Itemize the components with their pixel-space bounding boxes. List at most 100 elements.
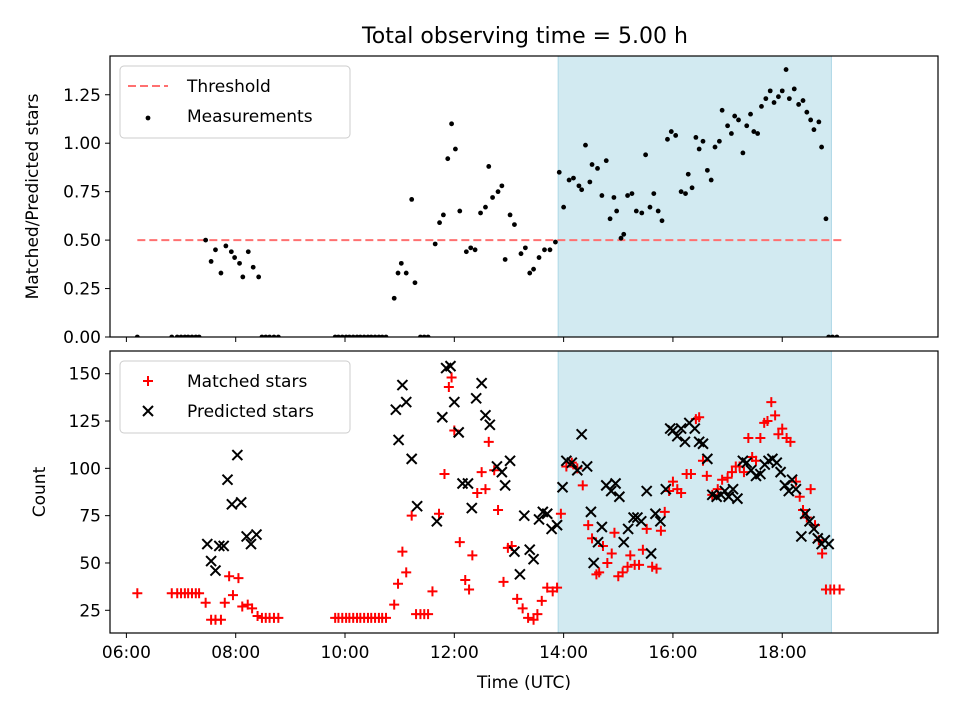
matched-star-point bbox=[685, 469, 696, 480]
predicted-star-point bbox=[462, 477, 474, 490]
measurement-point bbox=[579, 187, 585, 193]
matched-star-point bbox=[397, 546, 408, 557]
measurement-point bbox=[398, 260, 404, 266]
predicted-star-point bbox=[213, 540, 226, 552]
predicted-star-point bbox=[635, 515, 647, 528]
measurement-point bbox=[589, 162, 595, 167]
matched-star-point bbox=[722, 472, 733, 483]
measurement-point bbox=[518, 251, 524, 257]
predicted-star-point bbox=[822, 538, 835, 550]
matched-star-point bbox=[777, 423, 788, 434]
measurement-point bbox=[437, 220, 442, 226]
matched-star-point bbox=[743, 433, 754, 444]
matched-star-point bbox=[817, 548, 828, 559]
measurement-point bbox=[673, 133, 679, 138]
predicted-star-point bbox=[771, 456, 783, 469]
predicted-star-point bbox=[221, 473, 234, 486]
predicted-star-point bbox=[679, 436, 691, 448]
predicted-star-point bbox=[240, 530, 253, 543]
matched-star-point bbox=[773, 429, 784, 440]
measurement-point bbox=[804, 109, 810, 115]
measurement-point bbox=[571, 175, 576, 181]
predicted-star-point bbox=[779, 479, 791, 492]
measurement-point bbox=[740, 150, 746, 156]
measurement-point bbox=[725, 123, 730, 129]
measurement-point bbox=[668, 129, 674, 134]
matched-star-point bbox=[389, 599, 400, 610]
matched-star-point bbox=[755, 433, 766, 444]
measurement-point bbox=[611, 195, 617, 200]
measurement-point bbox=[561, 204, 567, 210]
predicted-star-point bbox=[479, 409, 492, 422]
y-tick-label: 125 bbox=[69, 412, 101, 432]
predicted-star-point bbox=[518, 509, 530, 522]
y-tick-label: 1.00 bbox=[63, 134, 101, 154]
matched-star-point bbox=[446, 372, 457, 383]
matched-star-point bbox=[647, 561, 658, 572]
predicted-star-point bbox=[649, 508, 662, 520]
y-axis-label: Matched/Predicted stars bbox=[23, 93, 43, 299]
measurement-point bbox=[603, 158, 609, 164]
measurement-point bbox=[607, 216, 613, 222]
predicted-star-point bbox=[654, 515, 667, 528]
predicted-star-point bbox=[783, 485, 795, 497]
measurement-point bbox=[478, 210, 483, 216]
matched-star-point bbox=[472, 487, 483, 498]
measurement-point bbox=[696, 146, 702, 152]
measurement-point bbox=[685, 171, 691, 177]
predicted-star-point bbox=[499, 479, 511, 492]
matched-star-point bbox=[751, 455, 762, 466]
predicted-star-point bbox=[390, 403, 402, 416]
predicted-star-point bbox=[741, 456, 753, 469]
measurement-point bbox=[651, 191, 657, 196]
measurement-point bbox=[403, 270, 409, 276]
measurement-point bbox=[553, 239, 558, 245]
predicted-star-point bbox=[697, 438, 709, 450]
predicted-star-point bbox=[541, 508, 553, 520]
measurement-point bbox=[791, 86, 797, 92]
matched-star-point bbox=[381, 612, 391, 623]
y-tick-label: 25 bbox=[79, 601, 101, 621]
y-tick-label: 150 bbox=[69, 365, 101, 385]
measurement-point bbox=[445, 156, 451, 162]
predicted-star-point bbox=[605, 485, 617, 497]
legend-entry-label: Threshold bbox=[186, 77, 271, 97]
measurement-point bbox=[811, 127, 817, 133]
predicted-star-point bbox=[790, 483, 802, 495]
predicted-star-point bbox=[504, 455, 516, 467]
matched-star-point bbox=[651, 563, 662, 574]
predicted-star-point bbox=[618, 536, 630, 548]
predicted-star-point bbox=[226, 498, 238, 511]
predicted-star-point bbox=[722, 491, 735, 503]
matched-star-point bbox=[634, 559, 645, 570]
y-tick-label: 0.25 bbox=[63, 280, 101, 300]
measurement-point bbox=[816, 119, 822, 125]
matched-star-point bbox=[512, 593, 523, 604]
measurement-point bbox=[490, 195, 495, 200]
matched-star-point bbox=[726, 467, 737, 478]
matched-star-point bbox=[834, 584, 845, 595]
plot-area bbox=[134, 67, 843, 337]
measurement-point bbox=[716, 138, 722, 144]
matched-star-point bbox=[701, 470, 712, 481]
measurement-point bbox=[213, 247, 218, 253]
legend: Threshold Measurements bbox=[119, 65, 351, 139]
matched-star-point bbox=[770, 410, 781, 421]
plot-area bbox=[132, 360, 845, 625]
predicted-star-point bbox=[484, 419, 496, 431]
measurement-point bbox=[228, 249, 234, 255]
predicted-star-point bbox=[795, 530, 808, 543]
legend-box bbox=[119, 65, 351, 139]
legend: Matched stars Predicted stars bbox=[119, 360, 351, 434]
matched-star-point bbox=[406, 510, 417, 521]
matched-star-point bbox=[762, 416, 773, 427]
predicted-star-point bbox=[466, 502, 478, 514]
x-tick-label: 12:00 bbox=[430, 643, 479, 663]
matched-star-point bbox=[483, 436, 494, 447]
measurement-point bbox=[595, 166, 600, 171]
matched-star-point bbox=[467, 550, 478, 561]
predicted-star-point bbox=[250, 528, 263, 541]
measurement-point bbox=[776, 94, 781, 100]
matched-star-point bbox=[561, 461, 572, 472]
